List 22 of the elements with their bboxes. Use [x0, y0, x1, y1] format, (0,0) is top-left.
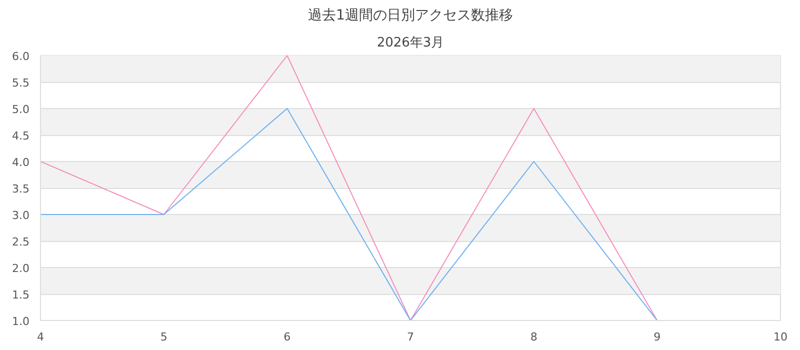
- y-tick-label: 2.0: [12, 262, 30, 275]
- y-tick-label: 3.5: [12, 182, 30, 196]
- x-tick-label: 8: [530, 330, 538, 344]
- y-tick-label: 5.5: [12, 76, 30, 90]
- x-tick-label: 4: [37, 330, 44, 344]
- y-tick-label: 6.0: [12, 50, 30, 63]
- y-tick-label: 5.0: [12, 103, 30, 116]
- y-tick-label: 3.0: [12, 209, 30, 222]
- y-tick-label: 1.5: [12, 288, 30, 302]
- x-tick-label: 10: [774, 330, 788, 344]
- x-tick-label: 9: [654, 330, 661, 344]
- y-tick-label: 4.5: [12, 130, 30, 142]
- chart-title: 過去1週間の日別アクセス数推移: [308, 8, 513, 24]
- y-tick-label: 4.0: [12, 156, 30, 169]
- x-tick-label: 6: [284, 330, 291, 344]
- x-tick-label: 5: [160, 330, 168, 344]
- line-series: [40, 56, 658, 320]
- chart-subtitle: 2026年3月: [376, 36, 444, 50]
- line-series: [40, 108, 658, 320]
- y-tick-label: 1.0: [12, 315, 30, 328]
- y-tick-label: 2.5: [12, 236, 30, 248]
- x-tick-label: 7: [407, 330, 414, 344]
